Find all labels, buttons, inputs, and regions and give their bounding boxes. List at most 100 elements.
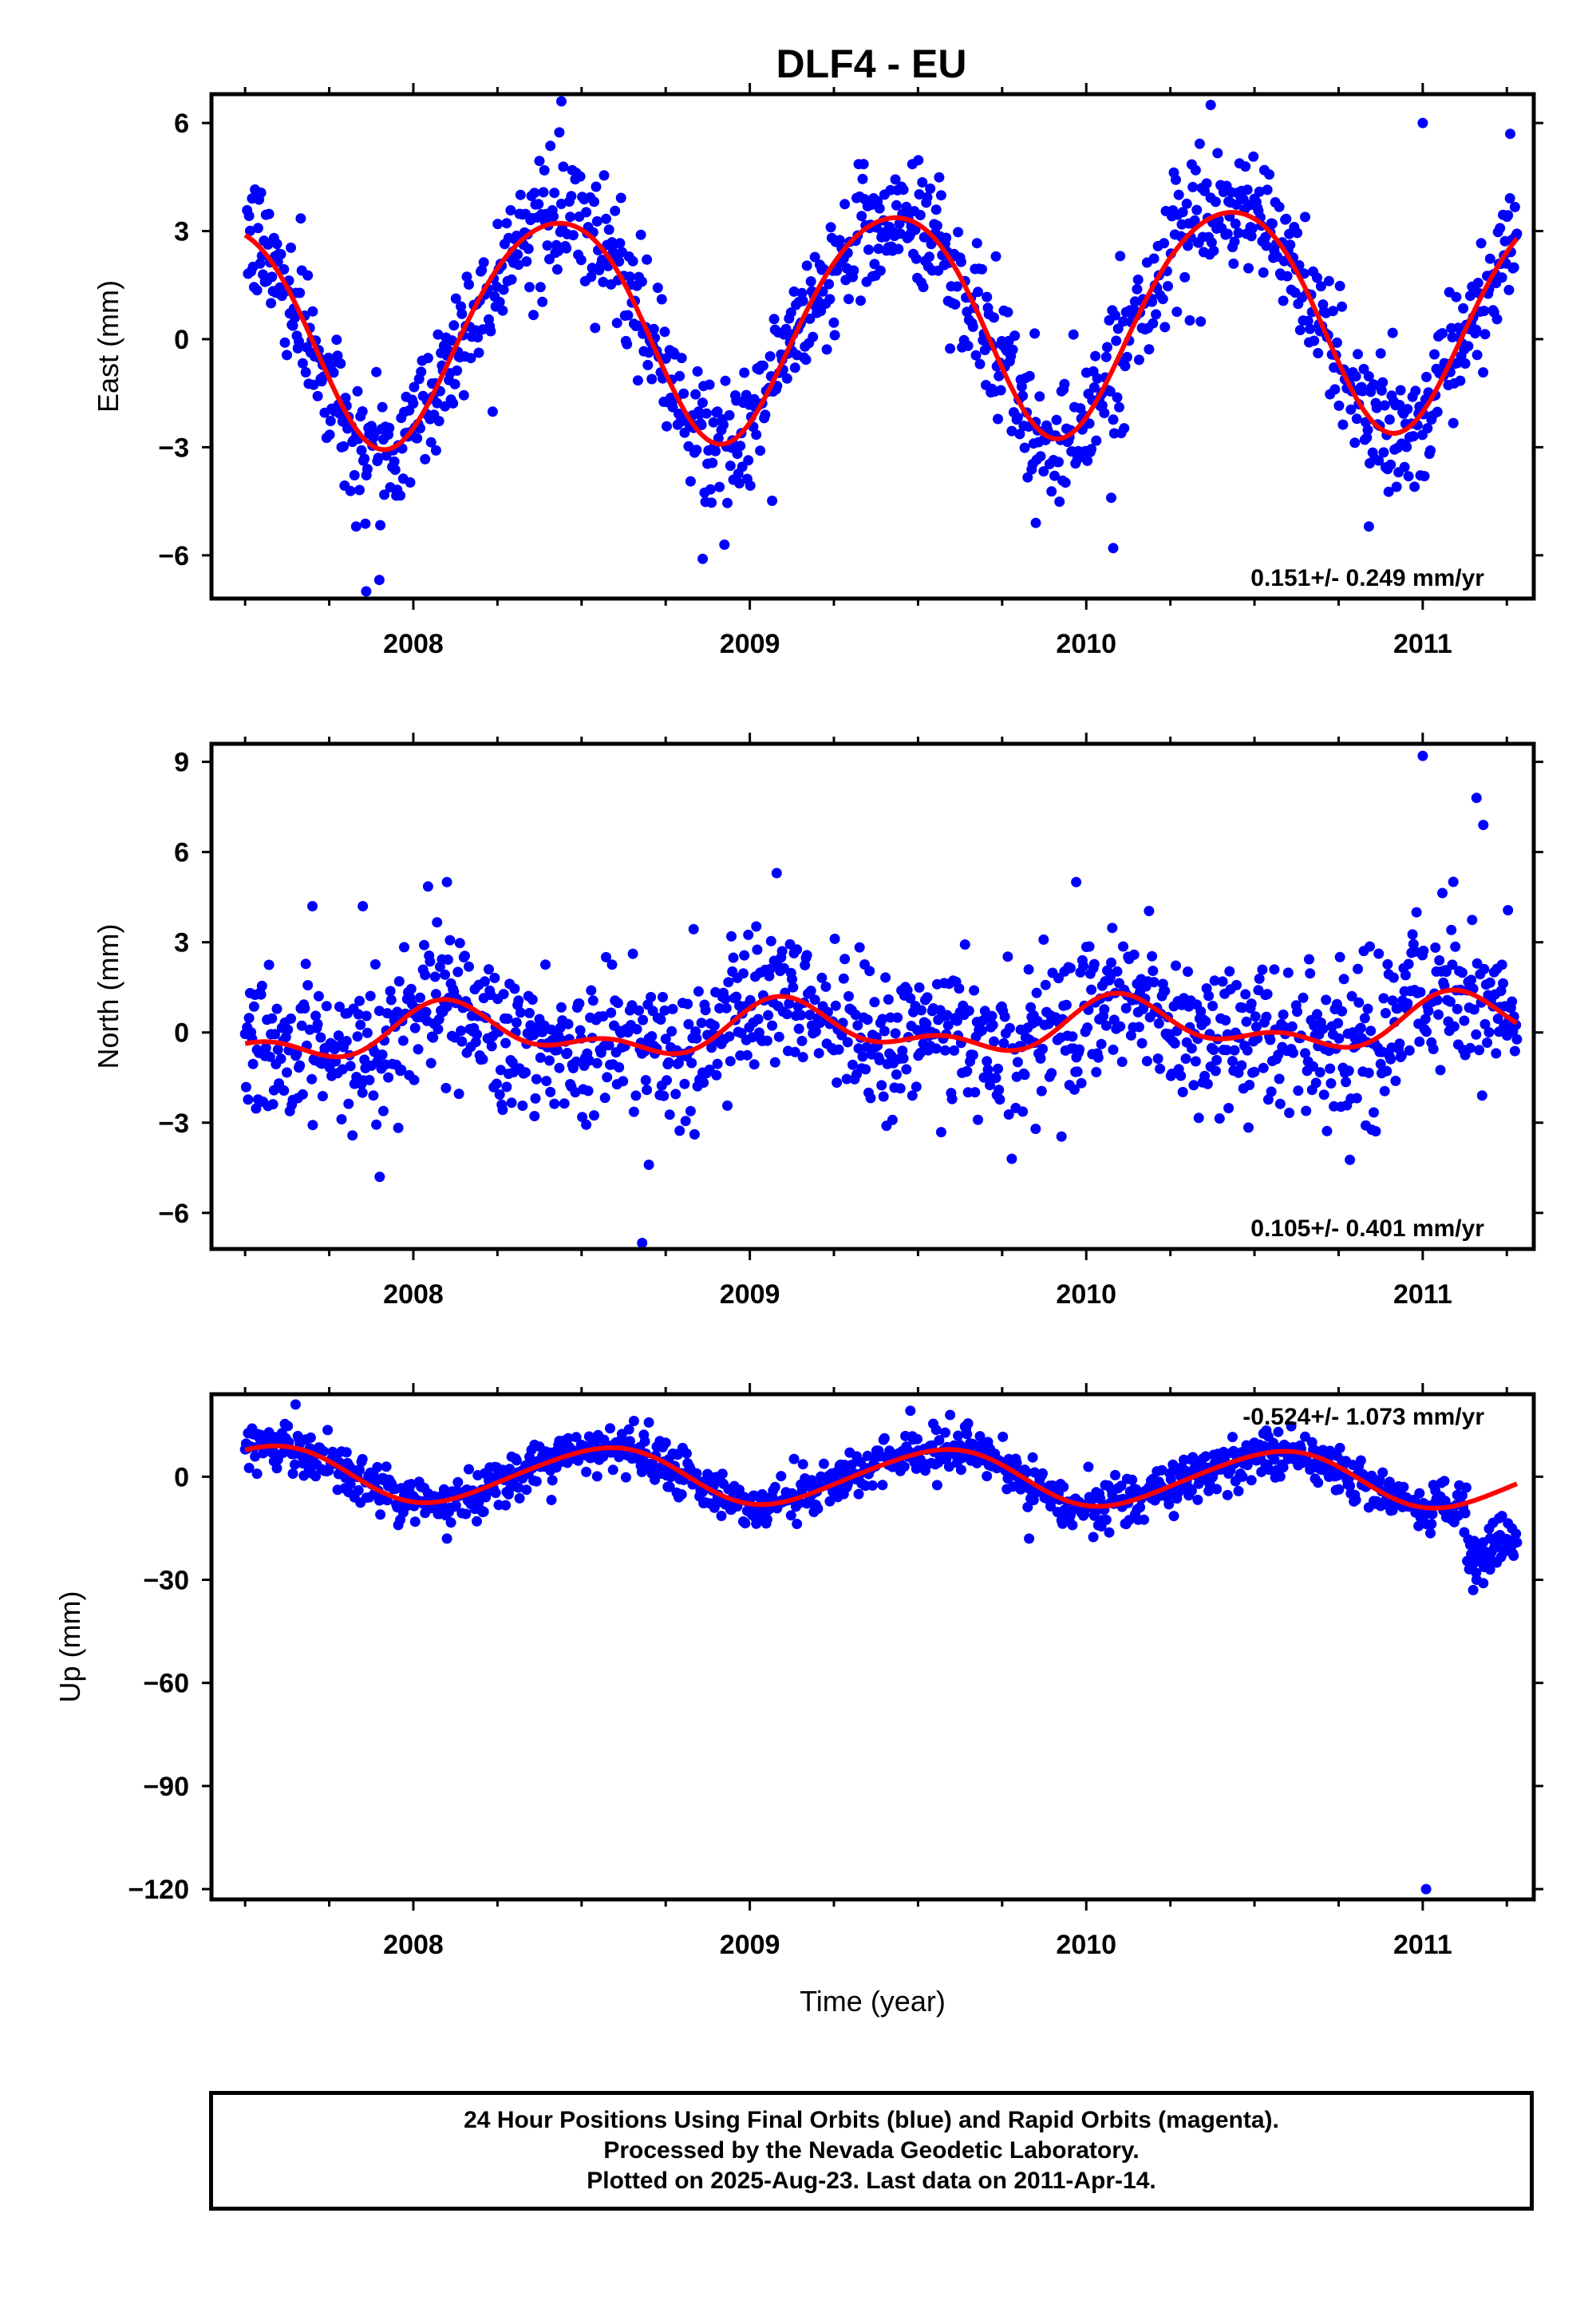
north-data-point <box>784 998 795 1009</box>
up-data-point <box>639 1436 650 1447</box>
east-data-point <box>430 445 441 456</box>
east-data-point <box>1144 344 1155 355</box>
east-data-point <box>1378 447 1389 458</box>
east-data-point <box>1437 328 1448 339</box>
north-data-point <box>1459 1015 1470 1026</box>
north-data-point <box>399 942 409 953</box>
north-data-point <box>1120 1002 1132 1014</box>
east-data-point <box>1369 379 1379 390</box>
east-data-point <box>287 320 298 331</box>
north-data-point <box>1096 1038 1107 1049</box>
north-data-point <box>425 956 436 967</box>
north-data-point <box>540 959 551 970</box>
north-data-point <box>430 989 441 1000</box>
east-data-point <box>1129 296 1140 307</box>
north-data-point <box>1169 1037 1180 1049</box>
north-data-point <box>506 1097 517 1109</box>
east-data-point <box>622 338 633 350</box>
north-outlier-point <box>1071 876 1082 887</box>
north-data-point <box>949 1045 960 1056</box>
north-data-point <box>1017 1106 1029 1117</box>
north-data-point <box>1183 966 1193 977</box>
east-data-point <box>1022 472 1033 483</box>
up-data-point <box>624 1436 635 1447</box>
north-data-point <box>571 1056 582 1067</box>
footer-line-2: Processed by the Nevada Geodetic Laborat… <box>603 2137 1140 2164</box>
north-data-point <box>247 1058 259 1069</box>
north-data-point <box>838 973 849 984</box>
east-xtick-label: 2009 <box>720 629 780 659</box>
north-data-point <box>1338 974 1349 985</box>
east-data-point <box>1009 330 1021 342</box>
north-data-point <box>1456 967 1468 978</box>
north-data-point <box>464 961 474 972</box>
north-data-point <box>749 1059 760 1070</box>
up-data-point <box>769 1481 780 1492</box>
north-data-point <box>1067 1031 1078 1042</box>
east-data-point <box>797 295 808 306</box>
north-data-point <box>444 935 456 946</box>
north-data-point <box>530 1093 541 1104</box>
north-data-point <box>1288 1047 1298 1058</box>
north-data-point <box>1300 1048 1310 1059</box>
east-data-point <box>1159 238 1170 249</box>
north-data-point <box>602 1072 613 1083</box>
east-data-point <box>529 188 540 199</box>
north-data-point <box>551 1045 563 1056</box>
east-data-point <box>1017 390 1029 401</box>
east-data-point <box>706 497 717 508</box>
east-data-point <box>354 484 365 496</box>
up-rate-label: -0.524+/- 1.073 mm/yr <box>1242 1404 1484 1430</box>
north-data-point <box>1088 958 1100 970</box>
north-data-point <box>698 1077 709 1088</box>
north-data-point <box>1104 972 1116 983</box>
east-data-point <box>1478 367 1489 378</box>
east-data-point <box>1421 371 1432 382</box>
up-data-point <box>1355 1455 1366 1466</box>
east-data-point <box>1132 283 1143 294</box>
north-data-point <box>962 1065 973 1077</box>
north-data-point <box>1148 966 1159 976</box>
east-data-point <box>1399 461 1410 472</box>
north-data-point <box>554 1062 565 1073</box>
north-data-point <box>691 1033 702 1044</box>
up-data-point <box>1088 1531 1099 1543</box>
up-outlier-point <box>1491 1557 1503 1568</box>
north-data-point <box>313 990 324 1002</box>
north-data-point <box>507 1057 518 1068</box>
east-data-point <box>603 224 614 235</box>
north-data-point <box>1301 1105 1312 1117</box>
up-data-point <box>1168 1511 1179 1522</box>
north-data-point <box>1355 1022 1366 1034</box>
north-data-point <box>1411 907 1422 918</box>
up-data-point <box>806 1475 817 1486</box>
north-data-point <box>1072 1066 1083 1077</box>
up-data-point <box>1100 1514 1112 1525</box>
east-data-point <box>533 199 544 210</box>
east-data-point <box>924 251 934 263</box>
up-data-point <box>1233 1485 1244 1496</box>
north-data-point <box>1210 1065 1221 1077</box>
east-data-point <box>327 358 338 369</box>
east-data-point <box>433 329 444 340</box>
east-data-point <box>1100 351 1112 362</box>
up-data-point <box>1163 1499 1175 1510</box>
north-data-point <box>432 917 443 928</box>
north-data-point <box>489 972 500 983</box>
east-data-point <box>598 276 609 287</box>
east-data-point <box>591 215 602 227</box>
east-data-point <box>735 441 746 452</box>
north-data-point <box>299 1003 310 1014</box>
east-data-point <box>1385 459 1396 470</box>
up-data-point <box>1110 1469 1120 1480</box>
east-data-point <box>869 259 880 270</box>
up-xtick-label: 2008 <box>383 1930 444 1960</box>
east-data-point <box>538 187 549 198</box>
up-data-point <box>305 1432 316 1443</box>
up-data-point <box>867 1480 878 1491</box>
north-data-point <box>1107 923 1118 934</box>
east-data-point <box>506 274 517 285</box>
east-data-point <box>1408 431 1419 442</box>
north-xtick-label: 2010 <box>1056 1279 1116 1310</box>
east-data-point <box>824 294 836 305</box>
